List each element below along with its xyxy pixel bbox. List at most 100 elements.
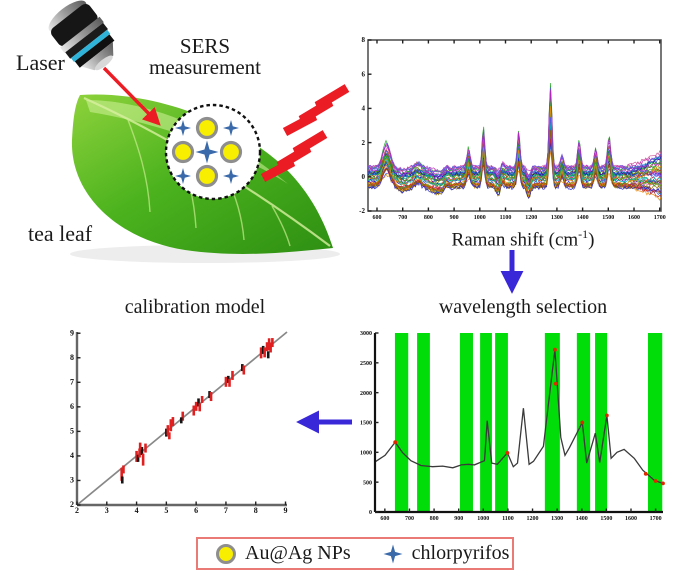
- x-tick-label: 1600: [628, 215, 640, 221]
- x-tick-label: 900: [450, 215, 459, 221]
- data-marker: [198, 403, 202, 412]
- highlight-dot: [580, 420, 585, 425]
- data-marker: [138, 442, 142, 450]
- spectrum-line: [367, 117, 662, 178]
- legend-label-np: Au@Ag NPs: [245, 542, 351, 564]
- selected-band: [544, 333, 560, 512]
- y-tick-label: 3000: [360, 331, 372, 337]
- sers-measurement-label: SERS measurement: [140, 36, 270, 78]
- x-tick-label: 1300: [551, 516, 563, 522]
- spectrum-line: [374, 349, 664, 485]
- x-tick-label: 1100: [502, 516, 514, 522]
- raman-spectra-chart: 600 700 800 900 1000 1100 1200 1300 1400 1500 1600…: [359, 36, 666, 221]
- data-marker: [192, 405, 196, 416]
- x-tick-label: 800: [424, 215, 433, 221]
- x-tick-label: 2: [75, 506, 79, 515]
- au-ag-np-icon: [171, 140, 195, 164]
- x-tick-label: 4: [135, 506, 139, 515]
- x-tick-label: 1500: [600, 516, 612, 522]
- spectrum-line: [367, 89, 662, 183]
- legend-box: Au@Ag NPs chlorpyrifos: [196, 537, 514, 570]
- y-tick-label: 1000: [360, 451, 372, 457]
- spectrum-line: [367, 122, 662, 190]
- x-tick-label: 800: [430, 516, 439, 522]
- y-tick-label: 4: [362, 105, 366, 113]
- data-marker: [140, 447, 144, 456]
- data-marker: [241, 364, 244, 372]
- lightning-bolt-icon: [260, 130, 328, 182]
- data-marker: [261, 345, 265, 354]
- x-tick-label: 9: [284, 506, 288, 515]
- sers-line2: measurement: [149, 55, 261, 79]
- data-marker: [166, 425, 170, 436]
- data-marker: [265, 342, 269, 352]
- data-marker: [169, 419, 173, 432]
- data-marker: [179, 417, 183, 424]
- highlight-dot: [643, 471, 648, 476]
- chlorpyrifos-plus-icon: [223, 120, 239, 136]
- data-marker: [122, 465, 125, 474]
- chlorpyrifos-plus-icon: [175, 168, 191, 184]
- raman-xlabel-main: Raman shift (cm: [451, 229, 579, 251]
- laser-label: Laser: [16, 50, 65, 75]
- data-marker: [231, 370, 234, 380]
- x-tick-label: 8: [254, 506, 258, 515]
- wavelength-selection-chart: 600 700 800 900 1000 1100 1200 1300 1400 1500 1600…: [360, 331, 665, 522]
- data-marker: [269, 342, 272, 353]
- highlight-dot: [393, 440, 398, 445]
- x-tick-label: 1100: [500, 215, 512, 221]
- calibration-model-title: calibration model: [124, 296, 266, 318]
- y-tick-label: 2: [362, 139, 366, 147]
- y-tick-label: 2000: [360, 391, 372, 397]
- y-tick-label: 9: [70, 328, 74, 337]
- x-tick-label: 1200: [527, 516, 539, 522]
- x-tick-label: 5: [164, 506, 168, 515]
- au-ag-np-icon: [195, 164, 219, 188]
- y-tick-label: 500: [363, 480, 372, 486]
- highlight-dot: [505, 451, 510, 455]
- au-ag-np-icon: [219, 140, 243, 164]
- selected-band: [459, 333, 473, 512]
- sample-droplet-circle-icon: [164, 103, 262, 201]
- x-tick-label: 1500: [602, 215, 614, 221]
- spectrum-line: [367, 130, 662, 194]
- selected-band: [480, 333, 492, 512]
- tea-leaf-icon: [71, 94, 333, 254]
- plot-frame: [367, 39, 662, 212]
- y-tick-label: 8: [362, 36, 366, 44]
- legend-item-chlorpyrifos: chlorpyrifos: [381, 542, 510, 566]
- leaf-shadow: [70, 245, 340, 263]
- y-tick-label: 0: [362, 173, 366, 181]
- selected-band: [595, 333, 608, 512]
- data-marker: [267, 338, 271, 351]
- sers-line1: SERS: [179, 34, 231, 58]
- raman-shift-axis-label: Raman shift (cm-1): [428, 227, 618, 251]
- spectrum-line: [367, 106, 662, 189]
- y-tick-label: 3: [70, 476, 74, 485]
- data-marker: [138, 448, 141, 458]
- data-marker: [228, 378, 231, 387]
- highlight-dot: [553, 381, 558, 386]
- data-marker: [168, 432, 171, 440]
- data-marker: [242, 365, 246, 375]
- highlight-dot: [661, 481, 665, 486]
- highlight-dot: [553, 347, 557, 352]
- au-ag-np-icon: [216, 543, 236, 564]
- x-tick-label: 1200: [525, 215, 537, 221]
- data-marker: [120, 467, 123, 481]
- selected-band: [647, 333, 663, 512]
- data-marker: [135, 450, 138, 462]
- data-marker: [200, 395, 204, 403]
- x-tick-label: 700: [398, 215, 407, 221]
- x-tick-label: 1300: [551, 215, 563, 221]
- data-marker: [263, 347, 266, 358]
- highlight-dot: [653, 479, 658, 483]
- tea-leaf-label: tea leaf: [28, 221, 93, 246]
- legend-label-chlorpyrifos: chlorpyrifos: [411, 542, 510, 564]
- data-marker: [141, 453, 145, 466]
- x-tick-label: 1600: [625, 516, 637, 522]
- data-marker: [197, 398, 200, 407]
- raman-xlabel-end: ): [588, 229, 595, 251]
- y-tick-label: 1500: [360, 421, 372, 427]
